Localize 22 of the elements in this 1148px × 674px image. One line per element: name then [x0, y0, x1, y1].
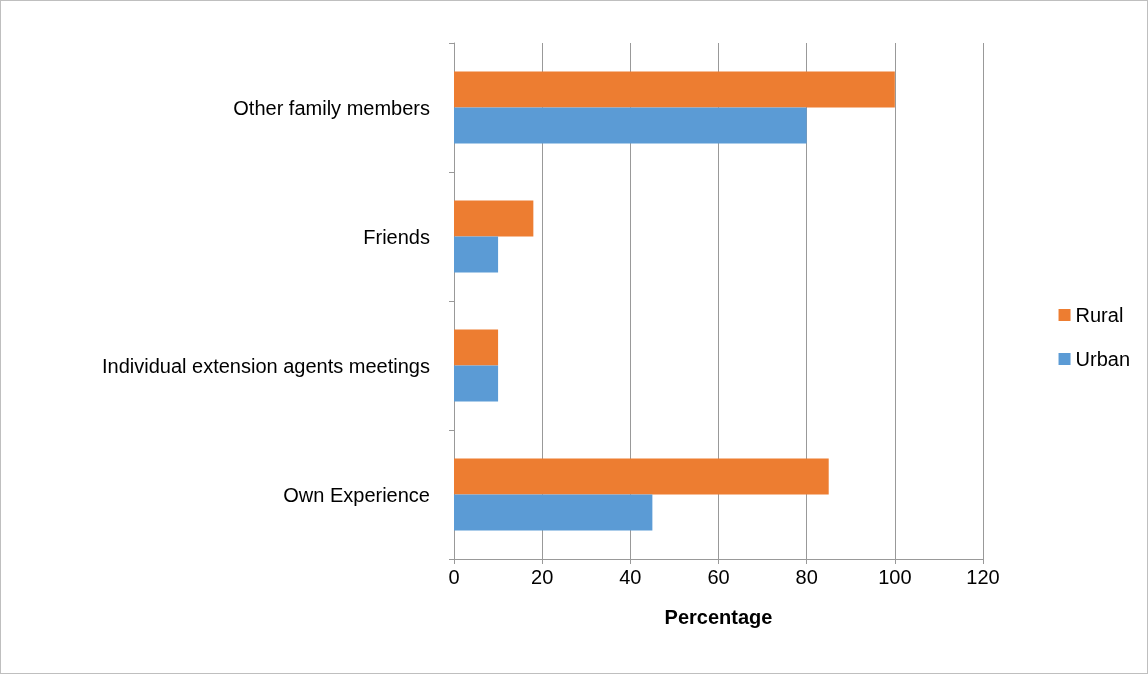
bar [454, 458, 829, 495]
x-tick-label: 60 [707, 566, 730, 588]
x-tick-label: 40 [619, 566, 642, 588]
bar [454, 236, 499, 273]
x-tick-label: 80 [795, 566, 818, 588]
legend-label: Rural [1075, 304, 1124, 326]
y-tick-label: Other family members [233, 96, 430, 119]
bar [454, 107, 807, 144]
x-axis-title: Percentage [664, 606, 773, 628]
legend-label: Urban [1075, 348, 1131, 370]
y-tick-label: Individual extension agents meetings [102, 354, 430, 377]
x-tick-label: 0 [448, 566, 460, 588]
bar [454, 71, 895, 108]
bar [454, 329, 499, 366]
bar [454, 365, 499, 402]
bar [454, 494, 653, 531]
y-tick-label: Own Experience [283, 483, 430, 506]
bar [454, 200, 534, 237]
x-tick-label: 120 [966, 566, 1000, 588]
x-tick-label: 100 [878, 566, 912, 588]
x-tick-label: 20 [531, 566, 554, 588]
y-tick-label: Friends [363, 225, 430, 248]
